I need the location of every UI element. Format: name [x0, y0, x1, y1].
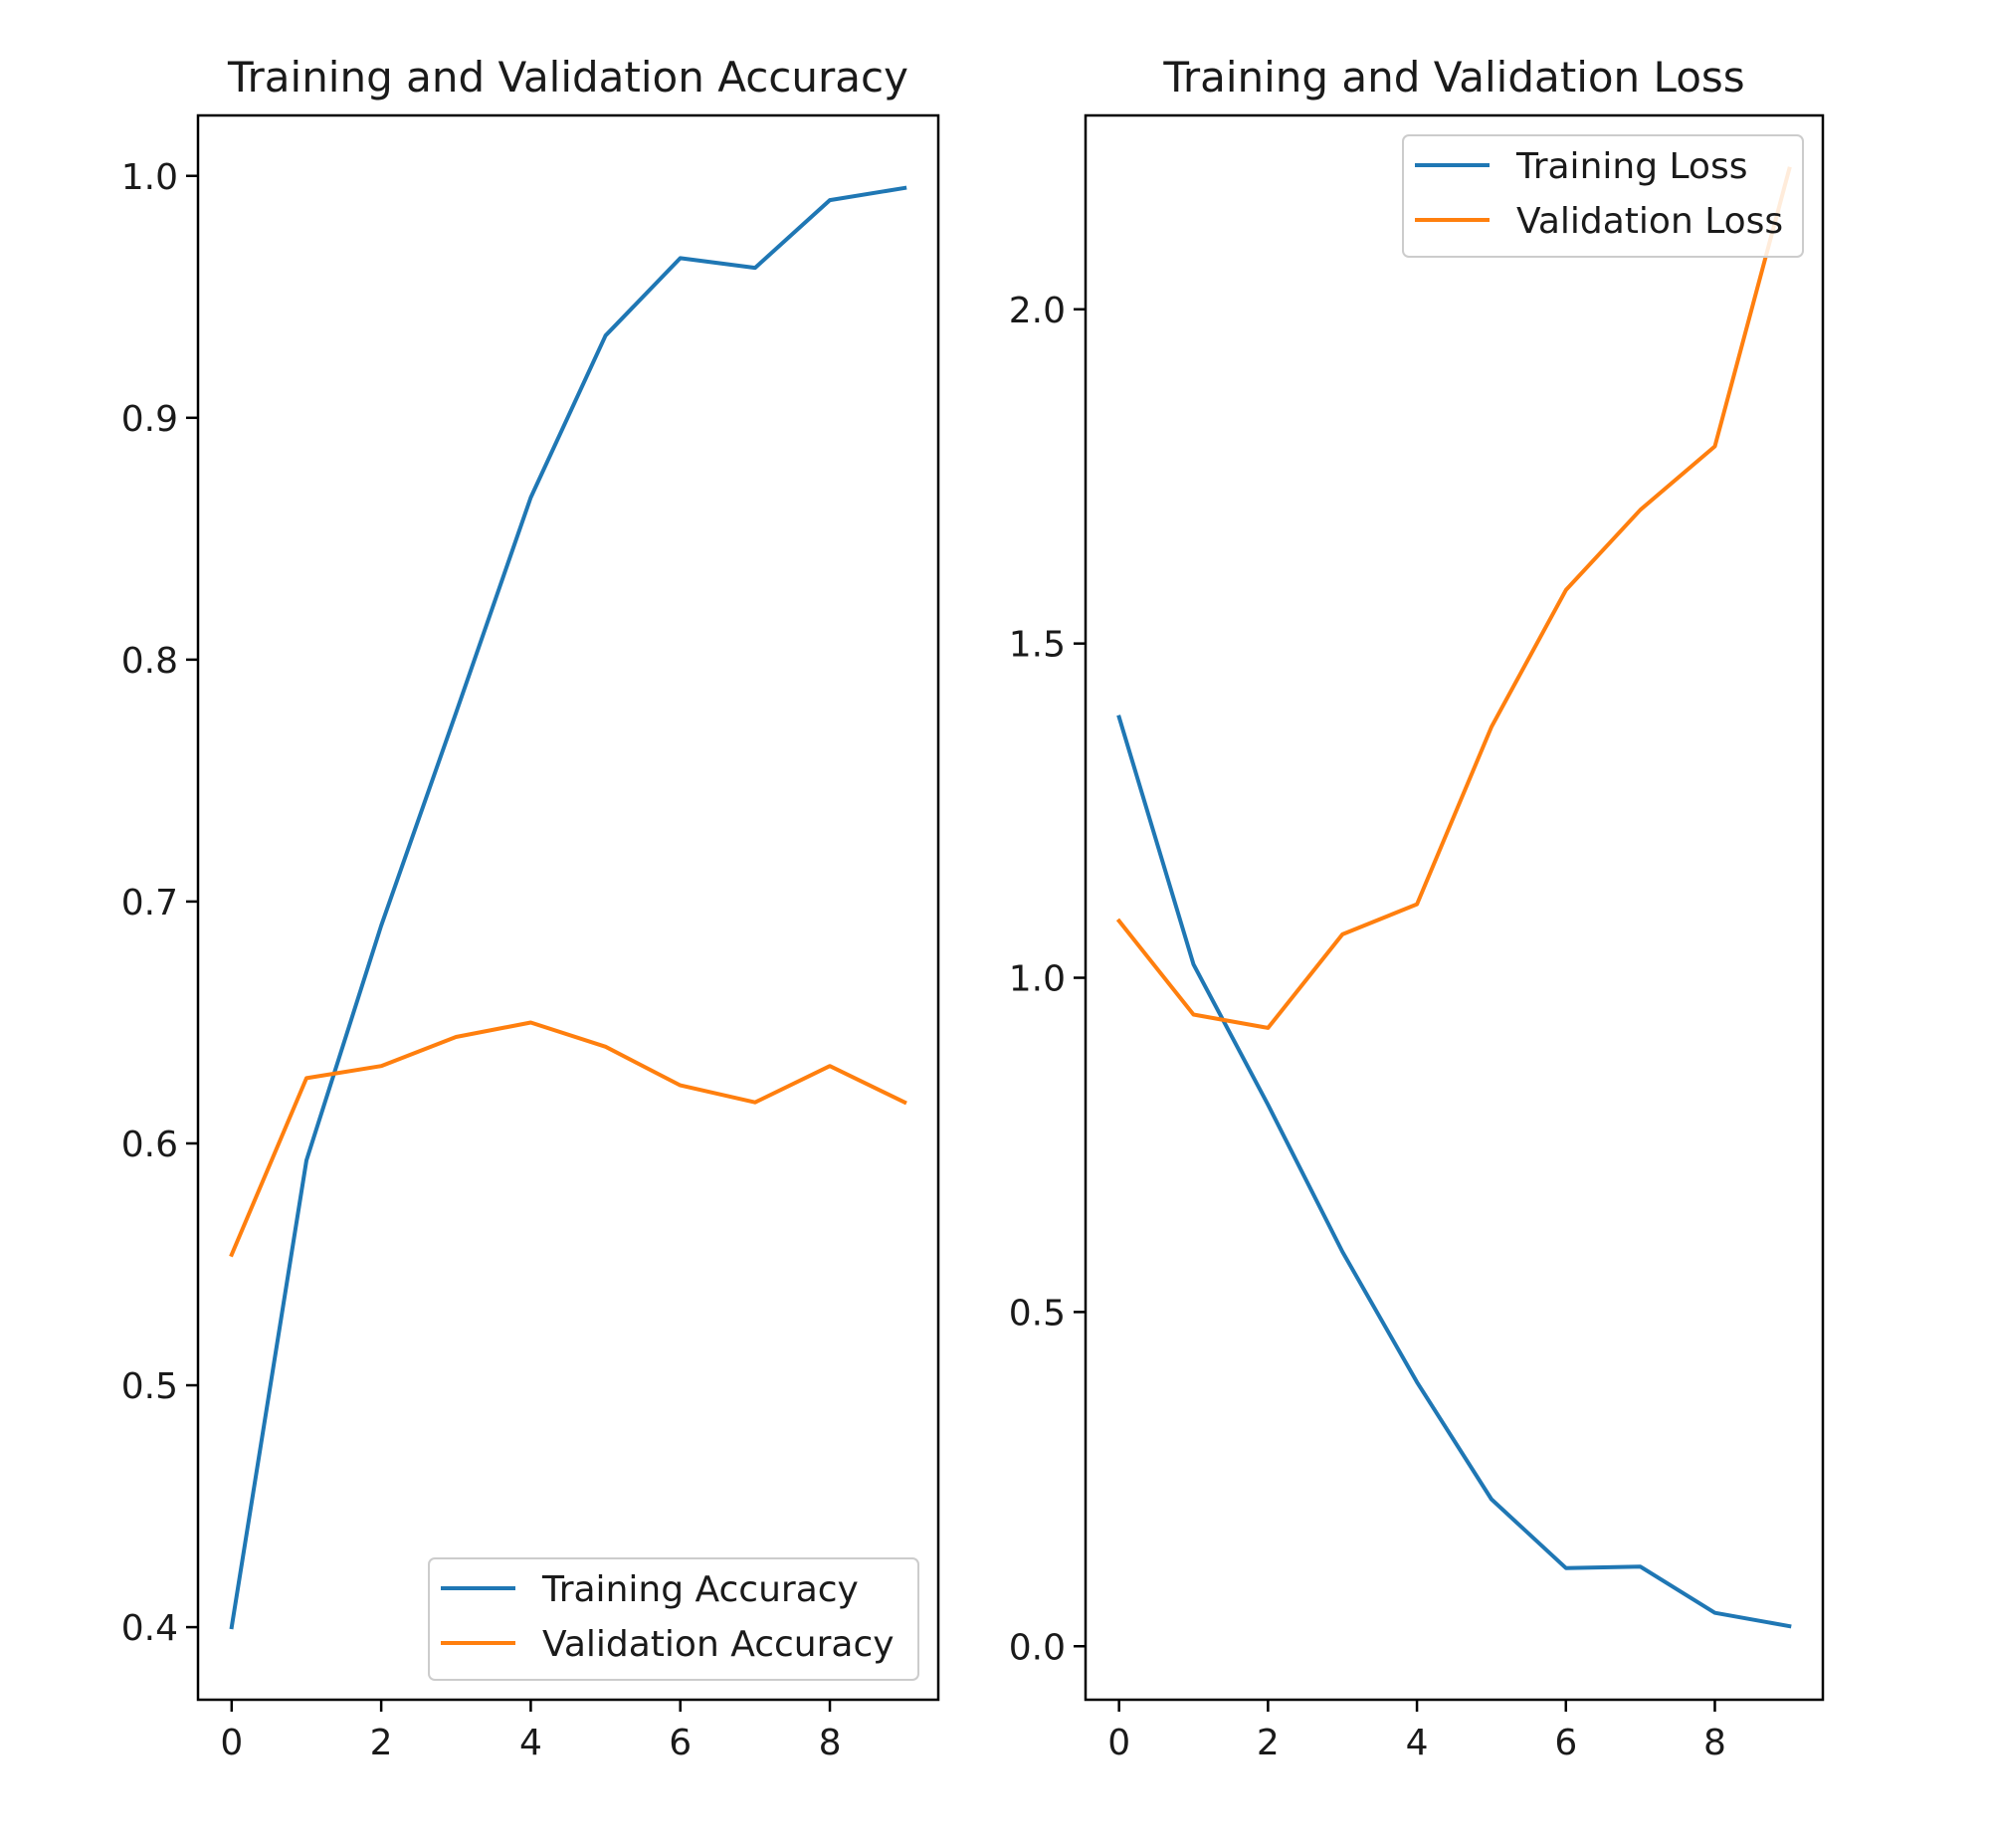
loss-series-line-training-loss — [1116, 715, 1792, 1629]
accuracy-x-tick-label: 4 — [519, 1723, 542, 1763]
loss-y-tick-label: 2.0 — [1009, 291, 1066, 331]
loss-chart-title: Training and Validation Loss — [1162, 53, 1744, 102]
accuracy-y-tick-label: 1.0 — [121, 157, 178, 198]
accuracy-series-group — [229, 185, 907, 1630]
loss-x-tick-label: 8 — [1703, 1723, 1726, 1763]
loss-legend-label: Validation Loss — [1516, 201, 1783, 242]
loss-y-tick-label: 1.0 — [1009, 959, 1066, 1000]
accuracy-legend-label: Validation Accuracy — [542, 1624, 895, 1665]
accuracy-y-tick-label: 0.7 — [121, 883, 178, 924]
accuracy-legend: Training Accuracy Validation Accuracy — [428, 1557, 919, 1681]
accuracy-chart-title: Training and Validation Accuracy — [227, 53, 908, 102]
loss-series-line-validation-loss — [1115, 166, 1792, 1030]
accuracy-y-tick-label: 0.4 — [121, 1608, 178, 1649]
accuracy-x-tick-label: 8 — [819, 1723, 842, 1763]
accuracy-y-tick-label: 0.6 — [121, 1125, 178, 1165]
loss-legend-label: Training Loss — [1515, 146, 1747, 187]
loss-x-tick-label: 4 — [1406, 1723, 1429, 1763]
loss-x-tick-label: 6 — [1554, 1723, 1577, 1763]
loss-x-tick-label: 2 — [1257, 1723, 1280, 1763]
loss-legend: Training Loss Validation Loss — [1402, 134, 1804, 258]
accuracy-axes-frame — [196, 113, 940, 1702]
accuracy-series-line-validation-accuracy — [229, 1020, 907, 1258]
accuracy-legend-box — [428, 1557, 919, 1681]
loss-y-tick-label: 0.0 — [1009, 1627, 1066, 1668]
loss-axes-frame — [1084, 113, 1825, 1702]
accuracy-x-tick-label: 2 — [370, 1723, 393, 1763]
accuracy-series-line-training-accuracy — [229, 185, 907, 1630]
accuracy-x-tick-label: 6 — [669, 1723, 692, 1763]
accuracy-y-tick-label: 0.5 — [121, 1366, 178, 1407]
loss-legend-box — [1402, 134, 1804, 258]
accuracy-y-tick-label: 0.8 — [121, 641, 178, 682]
loss-y-tick-label: 0.5 — [1009, 1293, 1066, 1334]
accuracy-legend-label: Training Accuracy — [541, 1569, 859, 1610]
loss-x-tick-label: 0 — [1107, 1723, 1130, 1763]
accuracy-x-tick-label: 0 — [220, 1723, 243, 1763]
accuracy-y-tick-label: 0.9 — [121, 399, 178, 440]
loss-panel: Training and Validation Loss 0 2 4 6 8 0.0 0.5 1… — [1009, 53, 1825, 1763]
loss-series-group — [1115, 166, 1792, 1629]
accuracy-panel: Training and Validation Accuracy 0 2 4 6 8 0.4… — [121, 53, 940, 1763]
loss-y-tick-label: 1.5 — [1009, 625, 1066, 666]
